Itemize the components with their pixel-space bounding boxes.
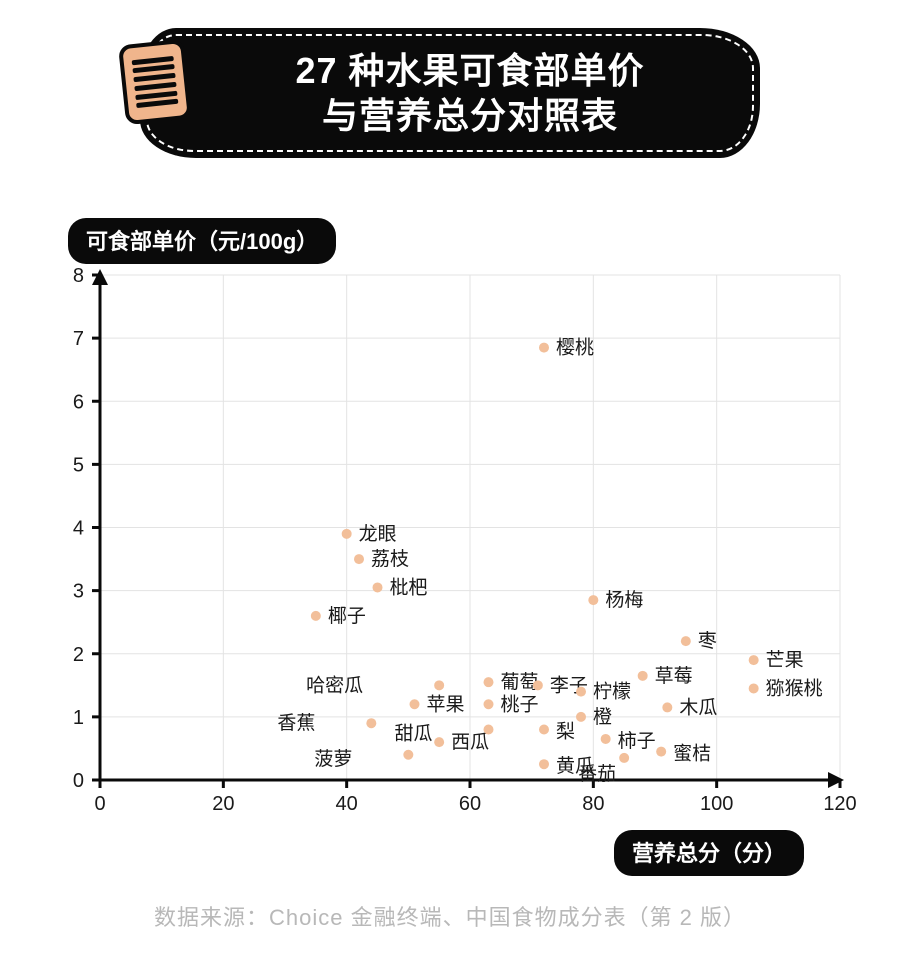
data-point (311, 611, 321, 621)
x-tick-label: 20 (212, 793, 234, 815)
data-point-label: 哈密瓜 (306, 674, 363, 696)
data-point-label: 梨 (556, 721, 575, 743)
data-point (403, 750, 413, 760)
y-tick-label: 1 (73, 707, 84, 729)
x-axis-label: 营养总分（分） (614, 830, 804, 876)
data-point-label: 猕猴桃 (766, 677, 823, 699)
y-tick-label: 0 (73, 770, 84, 792)
data-point-label: 西瓜 (451, 732, 489, 753)
data-point-label: 樱桃 (556, 337, 594, 359)
data-point (410, 699, 420, 709)
y-tick-label: 7 (73, 328, 84, 350)
x-tick-label: 40 (336, 793, 358, 815)
y-axis-label: 可食部单价（元/100g） (68, 218, 336, 264)
data-point (681, 636, 691, 646)
data-point (373, 582, 383, 592)
data-point-label: 枇杷 (390, 576, 428, 598)
data-point (749, 655, 759, 665)
data-point-label: 龙眼 (359, 523, 397, 545)
data-point (434, 680, 444, 690)
x-tick-label: 80 (582, 793, 604, 815)
data-point-label: 柿子 (618, 730, 656, 752)
data-point (354, 554, 364, 564)
data-point (662, 702, 672, 712)
data-point-label: 杨梅 (605, 589, 643, 611)
data-point-label: 荔枝 (371, 548, 409, 570)
y-tick-label: 2 (73, 644, 84, 666)
chart-title: 27 种水果可食部单价 与营养总分对照表 (255, 48, 644, 138)
data-point-label: 菠萝 (314, 748, 352, 770)
data-point (539, 759, 549, 769)
data-point-label: 椰子 (328, 605, 366, 627)
data-point (619, 753, 629, 763)
data-point (588, 595, 598, 605)
data-point-label: 葡萄 (501, 671, 539, 693)
y-tick-label: 4 (73, 518, 84, 540)
data-point-label: 柠檬 (593, 681, 631, 703)
notepad-icon (118, 39, 192, 125)
data-point-label: 木瓜 (679, 696, 717, 718)
data-point (576, 687, 586, 697)
data-point-label: 芒果 (766, 649, 804, 671)
data-point (539, 343, 549, 353)
data-source-caption: 数据来源：Choice 金融终端、中国食物成分表（第 2 版） (0, 900, 900, 932)
y-tick-label: 3 (73, 581, 84, 603)
data-point-label: 草莓 (655, 665, 693, 687)
data-point (638, 671, 648, 681)
data-point-label: 甜瓜 (394, 723, 432, 745)
data-point-label: 橙 (593, 706, 612, 728)
data-point (484, 699, 494, 709)
y-tick-label: 8 (73, 265, 84, 287)
data-point (533, 680, 543, 690)
x-tick-label: 100 (700, 793, 733, 815)
data-point-label: 枣 (698, 630, 717, 652)
x-tick-label: 120 (823, 793, 856, 815)
data-point (342, 529, 352, 539)
data-point (576, 712, 586, 722)
data-point-label: 蜜桔 (673, 743, 711, 765)
data-point (601, 734, 611, 744)
x-tick-label: 0 (94, 793, 105, 815)
y-tick-label: 6 (73, 391, 84, 413)
data-point (656, 747, 666, 757)
scatter-chart: 012345678020406080100120椰子龙眼荔枝枇杷香蕉苹果菠萝哈密… (100, 275, 840, 780)
data-point (484, 677, 494, 687)
chart-title-line2: 与营养总分对照表 (295, 93, 644, 138)
data-point (749, 683, 759, 693)
data-point-label: 苹果 (427, 693, 465, 715)
data-point (366, 718, 376, 728)
title-badge: 27 种水果可食部单价 与营养总分对照表 (140, 28, 760, 158)
data-point-label: 番茄 (578, 763, 616, 785)
data-point (434, 737, 444, 747)
x-tick-label: 60 (459, 793, 481, 815)
infographic-root: 27 种水果可食部单价 与营养总分对照表 可食部单价（元/100g） 营养总分（… (0, 0, 900, 954)
y-tick-label: 5 (73, 454, 84, 476)
data-point-label: 桃子 (501, 693, 539, 715)
data-point (484, 725, 494, 735)
data-point (539, 725, 549, 735)
chart-title-line1: 27 种水果可食部单价 (295, 48, 644, 93)
data-point-label: 香蕉 (277, 712, 315, 734)
